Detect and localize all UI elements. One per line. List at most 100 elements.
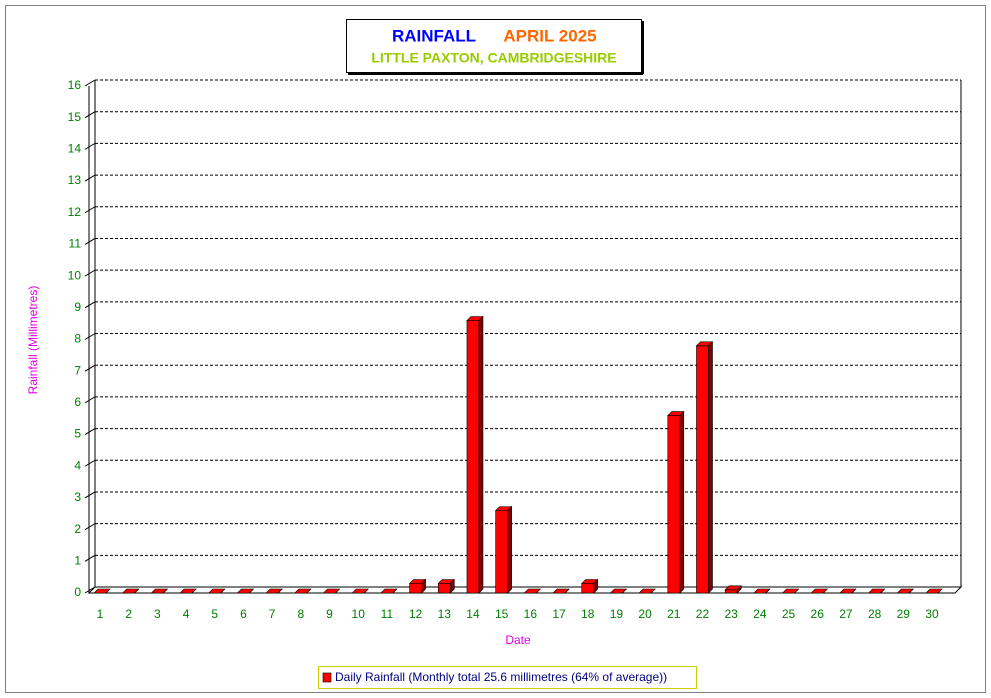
x-tick-label: 15 [495,607,509,621]
x-tick-label: 3 [154,607,161,621]
y-tick [84,459,96,467]
x-tick-label: 20 [638,607,652,621]
chart-period: APRIL 2025 [503,26,596,45]
x-tick-label: 21 [667,607,681,621]
bar-side [794,588,799,594]
bar [696,345,709,594]
y-tick-label: 7 [74,363,81,377]
y-tick [84,142,96,150]
x-tick-label: 5 [211,607,218,621]
bar [667,415,681,594]
bar-side [335,588,340,594]
bar-side [823,588,828,594]
y-tick-label: 5 [74,427,81,441]
y-tick [84,586,96,594]
bar-side [650,588,656,594]
bar [495,510,508,594]
bar-side [478,315,484,594]
y-tick [84,111,96,119]
bar-side [851,588,857,594]
y-tick-label: 15 [68,110,82,124]
x-tick-label: 27 [839,607,853,621]
y-tick-label: 16 [68,78,82,92]
bar-side [392,588,398,594]
x-tick-label: 10 [352,607,366,621]
bar-side [163,588,168,594]
x-tick-label: 12 [409,607,423,621]
y-tick-label: 3 [74,490,81,504]
y-tick [84,523,96,531]
x-tick-label: 19 [610,607,624,621]
x-tick-label: 30 [925,607,939,621]
y-axis-label: Rainfall (Millimetres) [26,286,40,395]
bar-side [679,410,685,594]
bar [466,320,480,594]
x-tick-label: 2 [125,607,132,621]
bar-side [880,588,885,594]
x-tick-label: 6 [240,607,247,621]
x-tick-label: 18 [581,607,595,621]
y-tick-label: 0 [74,585,81,599]
legend [318,666,697,689]
y-tick [84,301,96,309]
y-tick [84,333,96,340]
bar-side [191,588,197,594]
y-tick-label: 1 [74,553,81,567]
bar-side [564,588,570,594]
bar-side [536,588,541,594]
y-tick [84,79,96,87]
y-tick [84,396,96,404]
bar [409,583,422,594]
y-tick [84,174,96,182]
x-tick-label: 26 [811,607,825,621]
x-tick-label: 4 [183,607,190,621]
bar-side [277,588,283,594]
bar-side [507,505,512,594]
x-axis-label: Date [505,633,531,647]
y-tick [84,269,96,277]
bar-side [421,578,426,594]
y-tick-label: 6 [74,395,81,409]
x-tick-label: 7 [269,607,276,621]
bar [724,589,738,594]
y-tick-label: 13 [68,173,82,187]
x-tick-label: 28 [868,607,882,621]
bar-side [134,588,139,594]
x-tick-label: 14 [466,607,480,621]
y-tick-label: 11 [69,237,82,251]
bar [581,583,595,594]
x-tick-label: 24 [753,607,767,621]
x-tick-label: 29 [897,607,911,621]
x-tick-label: 13 [438,607,452,621]
x-tick-label: 25 [782,607,796,621]
chart-title: RAINFALL [392,26,476,45]
x-tick-label: 16 [524,607,538,621]
x-tick-label: 22 [696,607,710,621]
y-tick [84,491,96,499]
bar-side [937,588,943,594]
y-tick-label: 14 [68,142,82,156]
y-tick-label: 10 [68,268,82,282]
bar-side [593,578,599,594]
legend-label: Daily Rainfall (Monthly total 25.6 milli… [335,670,667,684]
y-tick [84,554,96,562]
x-tick-label: 23 [724,607,738,621]
x-tick-label: 9 [326,607,333,621]
x-tick-label: 1 [97,607,104,621]
bar-side [220,588,225,594]
y-tick [84,364,96,372]
bar-side [449,578,455,594]
bar-side [622,588,627,594]
y-tick-label: 4 [74,458,81,472]
bar-side [765,588,771,594]
y-tick [84,428,96,435]
legend-swatch [322,672,332,683]
y-tick-label: 12 [68,205,82,219]
bar-side [736,585,742,594]
x-tick-label: 11 [381,607,394,621]
bar [437,583,451,594]
bar-side [708,341,713,594]
bar-side [306,588,312,594]
y-tick-label: 2 [74,522,81,536]
